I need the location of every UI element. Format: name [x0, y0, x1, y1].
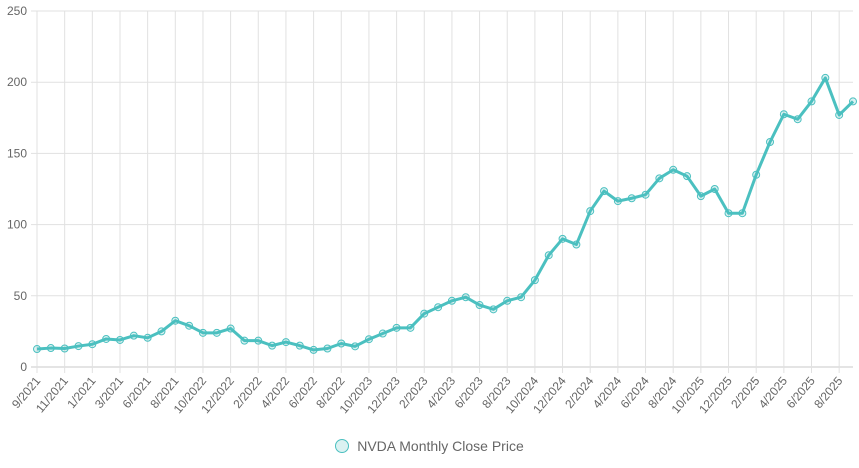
- x-tick-label: 3/2021: [92, 374, 127, 411]
- data-point: [323, 344, 332, 353]
- data-point: [696, 192, 705, 201]
- data-point: [600, 187, 609, 196]
- x-tick-label: 2/2024: [562, 374, 597, 411]
- data-point: [530, 276, 539, 285]
- data-point: [392, 323, 401, 332]
- y-tick-label: 250: [7, 4, 27, 18]
- data-point: [337, 339, 346, 348]
- data-point: [683, 172, 692, 181]
- data-point: [157, 327, 166, 336]
- data-point: [226, 324, 235, 333]
- data-point: [309, 345, 318, 354]
- data-point: [88, 340, 97, 349]
- data-point: [295, 341, 304, 350]
- y-tick-label: 200: [7, 75, 27, 89]
- series-line: [36, 76, 855, 352]
- x-tick-label: 4/2025: [756, 374, 791, 411]
- data-point: [475, 301, 484, 310]
- data-point: [821, 73, 830, 82]
- legend-swatch-icon: [335, 439, 350, 453]
- data-point: [793, 115, 802, 124]
- data-point: [835, 110, 844, 119]
- data-point: [572, 240, 581, 249]
- x-tick-label: 6/2025: [783, 374, 818, 411]
- data-point: [212, 328, 221, 337]
- x-tick-label: 8/2025: [811, 374, 846, 411]
- y-tick-label: 50: [14, 289, 28, 303]
- legend[interactable]: NVDA Monthly Close Price: [0, 438, 859, 454]
- data-point: [558, 234, 567, 243]
- data-point: [461, 293, 470, 302]
- data-point: [710, 185, 719, 193]
- data-point: [489, 305, 498, 314]
- line-chart: 0501001502002509/202111/20211/20213/2021…: [7, 4, 857, 416]
- data-point: [351, 342, 360, 351]
- data-point: [74, 342, 83, 351]
- data-point: [46, 344, 55, 353]
- legend-label: NVDA Monthly Close Price: [357, 438, 524, 454]
- data-point: [517, 293, 526, 302]
- data-point: [268, 341, 277, 350]
- data-point: [185, 321, 194, 330]
- x-tick-label: 4/2022: [258, 374, 293, 411]
- data-point: [60, 344, 69, 353]
- x-tick-label: 1/2021: [64, 374, 99, 411]
- data-point: [766, 138, 775, 147]
- x-tick-label: 6/2024: [618, 374, 653, 411]
- x-tick-label: 2/2023: [396, 374, 431, 411]
- data-point: [655, 174, 664, 183]
- data-point: [544, 251, 553, 260]
- data-point: [240, 336, 249, 345]
- data-point: [447, 296, 456, 305]
- data-point: [613, 197, 622, 206]
- data-point: [724, 209, 733, 218]
- x-tick-label: 4/2024: [590, 374, 625, 411]
- x-tick-label: 4/2023: [424, 374, 459, 411]
- data-point: [33, 345, 41, 354]
- data-point: [434, 303, 443, 312]
- data-point: [738, 209, 747, 218]
- data-point: [171, 316, 180, 325]
- data-point: [406, 323, 415, 332]
- data-point: [254, 336, 263, 345]
- data-point: [364, 335, 373, 344]
- data-point: [281, 338, 290, 347]
- y-tick-label: 0: [20, 360, 27, 374]
- data-point: [669, 165, 678, 174]
- data-point: [198, 328, 207, 337]
- data-point: [102, 334, 111, 343]
- data-point: [378, 329, 387, 338]
- data-point: [586, 207, 595, 216]
- data-point: [641, 190, 650, 199]
- data-point: [129, 331, 138, 340]
- data-point: [115, 335, 124, 344]
- data-point: [752, 170, 761, 179]
- data-point: [627, 194, 636, 203]
- data-point: [420, 309, 429, 318]
- x-tick-label: 6/2021: [120, 374, 155, 411]
- data-point: [143, 333, 152, 342]
- y-tick-label: 100: [7, 218, 27, 232]
- data-point: [849, 97, 857, 106]
- x-tick-label: 2/2022: [230, 374, 265, 411]
- x-tick-label: 2/2025: [728, 374, 763, 411]
- data-point: [807, 97, 816, 106]
- x-tick-label: 6/2023: [452, 374, 487, 411]
- y-tick-label: 150: [7, 146, 27, 160]
- data-point: [503, 296, 512, 305]
- data-point: [779, 110, 788, 119]
- x-tick-label: 6/2022: [286, 374, 321, 411]
